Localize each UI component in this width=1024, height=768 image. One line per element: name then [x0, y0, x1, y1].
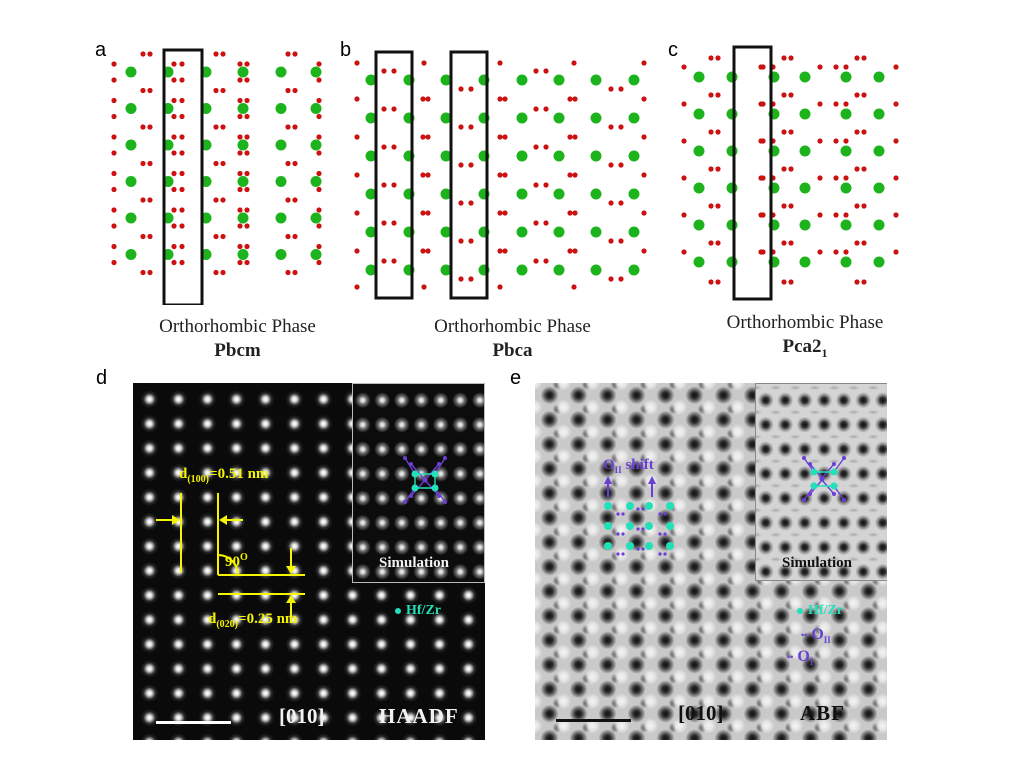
phase-label-a: Orthorhombic Phase: [159, 316, 316, 337]
zone-axis-d: [010]: [279, 704, 325, 728]
panel-label-a: a: [95, 39, 107, 61]
crystal-structure-pbca: [350, 45, 660, 305]
caption-c: Orthorhombic Phase Pca21: [700, 312, 910, 361]
unit-cell-overlay-icon: [403, 456, 447, 504]
d020-label: d(020)=0.25 nm: [208, 612, 297, 630]
panel-label-d: d: [96, 367, 108, 389]
atom-overlay: [604, 476, 674, 556]
space-group-a: Pbcm: [214, 339, 261, 361]
panel-label-c: c: [668, 39, 678, 61]
hfzr-label-e: Hf/Zr: [808, 603, 843, 618]
phase-label-c: Orthorhombic Phase: [726, 312, 884, 333]
abf-image: Simulation OII shift Hf/Zr •• OII •• OI [0…: [535, 383, 887, 740]
lattice-annotation-lines: [156, 493, 305, 623]
angle-degree: O: [240, 552, 248, 563]
oii-legend-main: O: [811, 626, 824, 643]
simulation-label-e: Simulation: [782, 555, 853, 571]
haadf-simulation-inset: Simulation: [352, 383, 485, 583]
panel-label-e: e: [510, 367, 522, 389]
zone-axis-e: [010]: [678, 701, 724, 725]
abf-simulation-inset: Simulation: [755, 383, 887, 581]
d020-prefix: d: [208, 611, 217, 627]
oii-shift-main: O: [603, 457, 615, 473]
hfzr-legend-e: Hf/Zr: [797, 604, 843, 618]
phase-label-b: Orthorhombic Phase: [434, 316, 591, 337]
angle-label: 90O: [225, 553, 248, 570]
oi-legend-sub: I: [809, 657, 814, 668]
imaging-mode-e: ABF: [800, 701, 845, 725]
crystal-structure-pca21: [675, 42, 920, 304]
oii-dots-icon: ••: [801, 629, 808, 640]
hfzr-label-d: Hf/Zr: [406, 603, 441, 618]
crystal-structure-pbcm: [110, 45, 340, 305]
oi-legend: •• OI: [787, 649, 813, 667]
panel-label-b: b: [340, 39, 352, 61]
hfzr-dot-icon: [797, 607, 803, 614]
caption-a: Orthorhombic Phase Pbcm: [130, 316, 345, 363]
scale-bar-d: [156, 721, 231, 724]
oii-shift-label: OII shift: [603, 458, 654, 475]
oi-legend-main: O: [797, 648, 810, 665]
angle-value: 90: [225, 554, 240, 570]
imaging-mode-d: HAADF: [379, 704, 459, 728]
hfzr-legend-d: Hf/Zr: [395, 604, 441, 618]
scale-bar-e: [556, 719, 631, 722]
d100-subscript: (100): [187, 474, 210, 485]
d100-prefix: d: [179, 466, 188, 482]
oi-dots-icon: ••: [787, 651, 794, 662]
simulation-label-d: Simulation: [379, 555, 450, 571]
unit-cell-overlay-icon: [802, 456, 846, 502]
space-group-c-main: Pca2: [782, 335, 822, 357]
oii-shift-sub: II: [614, 465, 622, 475]
oii-legend: •• OII: [801, 627, 831, 645]
caption-b: Orthorhombic Phase Pbca: [405, 316, 620, 363]
d100-value: =0.51 nm: [209, 466, 269, 482]
space-group-c-sub: 1: [821, 345, 828, 360]
d020-value: =0.25 nm: [238, 611, 298, 627]
space-group-b: Pbca: [492, 339, 533, 361]
d100-label: d(100)=0.51 nm: [179, 467, 268, 485]
d020-subscript: (020): [216, 619, 239, 630]
haadf-image: Simulation d(100)=0.51 nm 90O d(020)=0.2…: [133, 383, 485, 740]
oii-shift-rest: shift: [621, 457, 654, 473]
space-group-c: Pca21: [700, 335, 910, 361]
hfzr-dot-icon: [395, 607, 401, 614]
oii-legend-sub: II: [823, 635, 831, 646]
